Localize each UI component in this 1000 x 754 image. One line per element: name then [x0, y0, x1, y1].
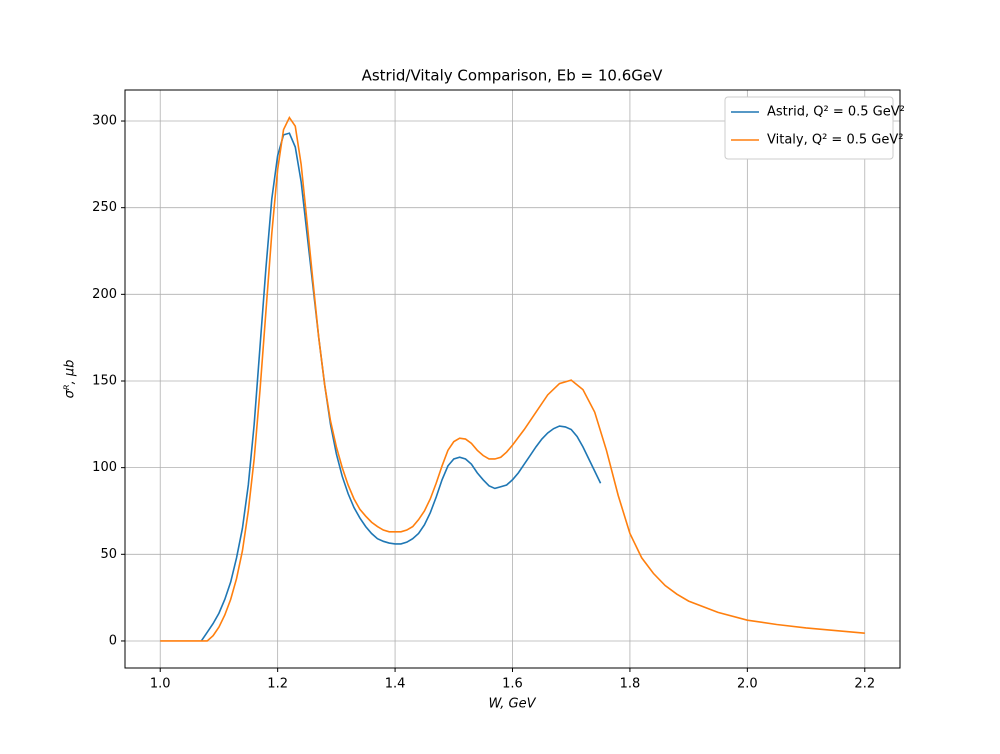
y-tick-label: 250: [92, 200, 117, 215]
y-tick-label: 150: [92, 373, 117, 388]
x-tick-label: 1.4: [385, 677, 406, 692]
x-tick-label: 2.2: [854, 677, 875, 692]
x-tick-label: 2.0: [737, 677, 758, 692]
legend: Astrid, Q² = 0.5 GeV² Vitaly, Q² = 0.5 Ge…: [724, 96, 905, 160]
y-tick-label: 50: [100, 547, 117, 562]
y-tick-label: 300: [92, 114, 117, 129]
x-tick-label: 1.6: [502, 677, 523, 692]
chart-title: Astrid/Vitaly Comparison, Eb = 10.6GeV: [362, 67, 664, 85]
series-line: [160, 115, 865, 642]
x-tick-label: 1.0: [150, 677, 171, 692]
y-tick-label: 0: [109, 633, 117, 648]
legend-label: Vitaly, Q² = 0.5 GeV²: [767, 133, 903, 148]
y-axis-label: σᴿ, μb: [63, 360, 78, 399]
x-tick-label: 1.2: [267, 677, 288, 692]
y-tick-label: 200: [92, 287, 117, 302]
legend-label: Astrid, Q² = 0.5 GeV²: [767, 105, 905, 120]
x-axis-label: W, GeV: [488, 697, 536, 712]
plot-frame: [124, 89, 901, 669]
series-line: [200, 132, 602, 642]
y-tick-label: 100: [92, 460, 117, 475]
legend-box: [724, 96, 894, 160]
x-tick-label: 1.8: [620, 677, 641, 692]
